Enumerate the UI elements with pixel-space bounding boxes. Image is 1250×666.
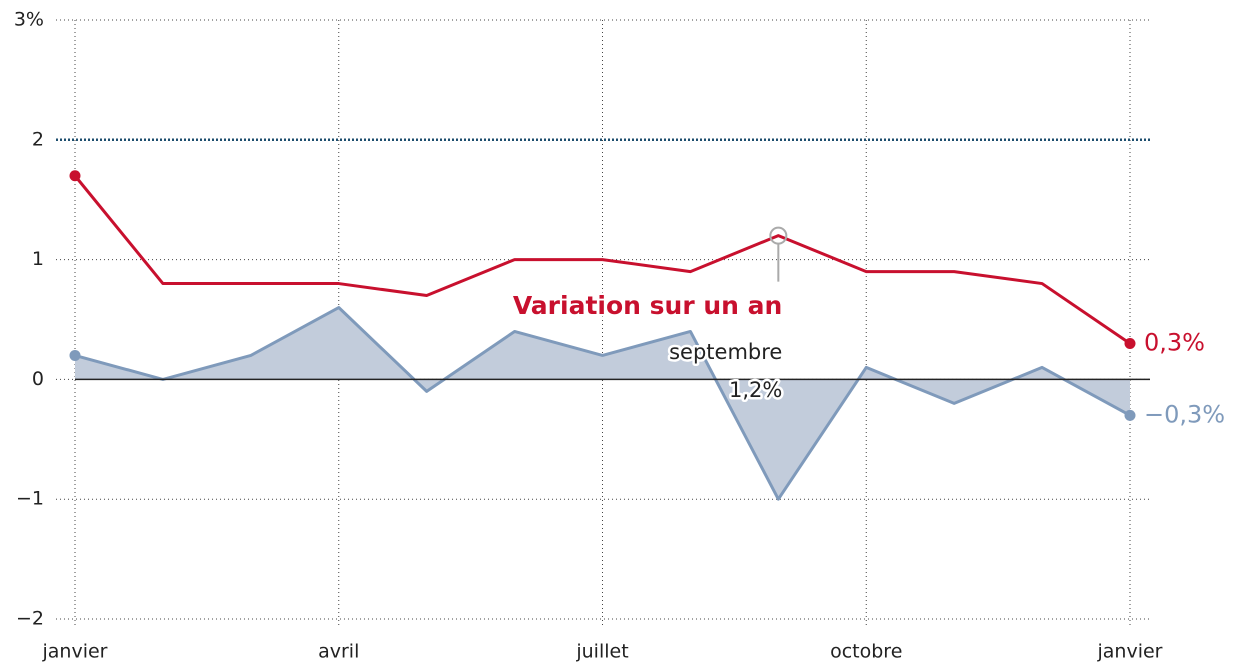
end-label: −0,3%	[1144, 400, 1225, 428]
x-tick-label: avril	[318, 641, 359, 663]
point	[1124, 337, 1136, 349]
y-tick-label: −2	[16, 608, 44, 630]
x-tick-label: janvier	[1097, 641, 1163, 663]
series-line	[74, 306, 1131, 501]
tooltip-value: 1,2%	[729, 378, 782, 402]
y-tick-label: 3%	[14, 9, 44, 31]
point	[69, 349, 81, 361]
point	[69, 170, 81, 182]
area	[75, 307, 1130, 500]
series-line	[73, 174, 1131, 345]
end-label: 0,3%	[1144, 328, 1205, 356]
point	[1124, 409, 1136, 421]
tooltip-label: septembre	[669, 340, 782, 364]
y-tick-label: −1	[16, 488, 44, 510]
series-name: Variation sur un an	[513, 291, 783, 320]
x-tick-label: juillet	[575, 641, 628, 663]
y-tick-label: 1	[32, 248, 44, 270]
y-tick-label: 0	[32, 368, 44, 390]
x-tick-label: janvier	[42, 641, 108, 663]
tooltip-point	[769, 226, 788, 245]
x-tick-label: octobre	[830, 641, 902, 663]
y-tick-label: 2	[32, 128, 44, 150]
